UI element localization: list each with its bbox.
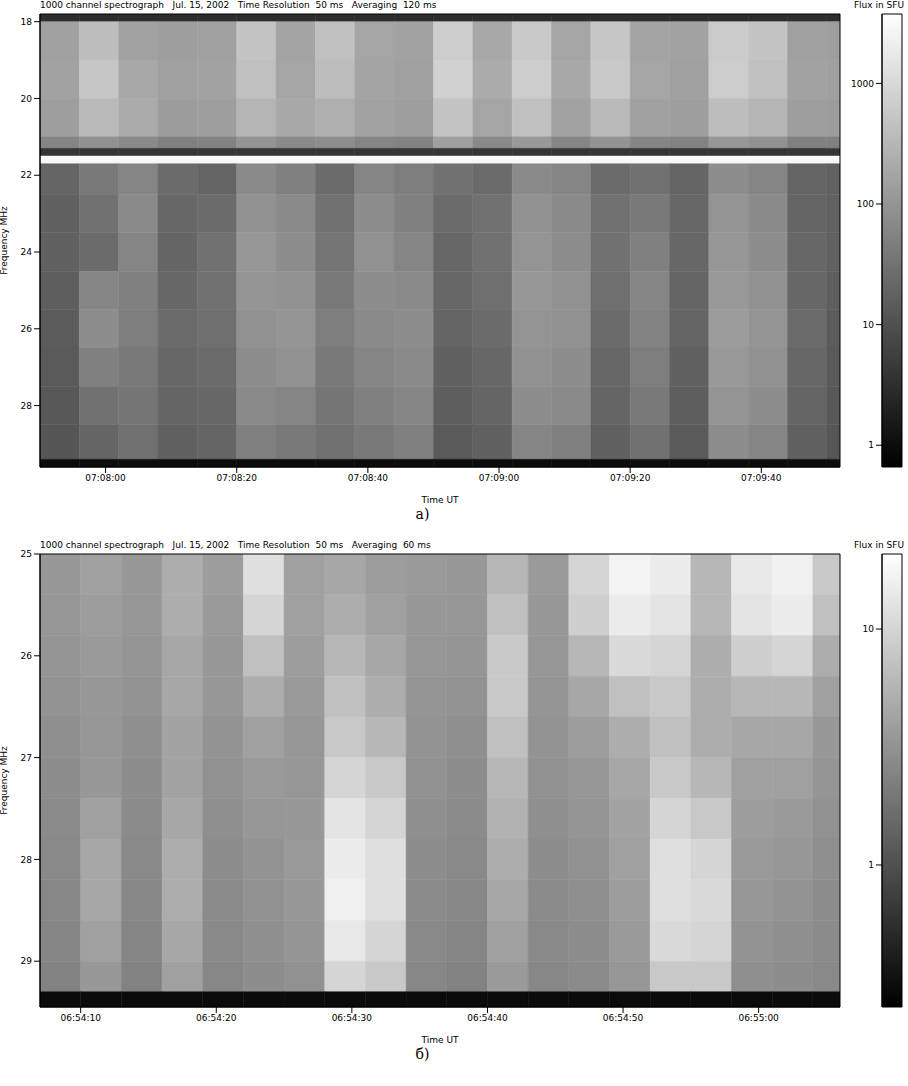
html-text:б): б) — [415, 1046, 430, 1062]
svg-text:06:54:30: 06:54:30 — [332, 1013, 373, 1023]
svg-text:26: 26 — [21, 651, 33, 661]
svg-text:28: 28 — [21, 855, 33, 865]
svg-text:26: 26 — [21, 324, 33, 334]
svg-text:07:09:20: 07:09:20 — [610, 473, 651, 483]
svg-text:20: 20 — [21, 94, 33, 104]
svg-text:06:55:00: 06:55:00 — [738, 1013, 779, 1023]
svg-text:10: 10 — [863, 320, 875, 330]
svg-text:Time UT: Time UT — [421, 1035, 459, 1045]
svg-text:28: 28 — [21, 401, 33, 411]
svg-text:1: 1 — [868, 440, 874, 450]
svg-text:07:09:40: 07:09:40 — [741, 473, 782, 483]
svg-text:1: 1 — [868, 860, 874, 870]
html-text:Flux in SFU: Flux in SFU — [853, 0, 904, 10]
svg-text:07:08:20: 07:08:20 — [217, 473, 258, 483]
svg-text:07:09:00: 07:09:00 — [479, 473, 520, 483]
html-text:1000 channel spectrograph Jul.: 1000 channel spectrograph Jul. 15, 2002 … — [40, 540, 431, 550]
svg-text:1000: 1000 — [851, 79, 874, 89]
svg-text:07:08:00: 07:08:00 — [85, 473, 126, 483]
svg-text:10: 10 — [863, 624, 875, 634]
svg-text:25: 25 — [21, 549, 32, 559]
html-text:Flux in SFU: Flux in SFU — [853, 540, 904, 550]
svg-text:18: 18 — [21, 17, 33, 27]
svg-text:Time UT: Time UT — [421, 495, 459, 505]
html-text:1000 channel spectrograph Jul.: 1000 channel spectrograph Jul. 15, 2002 … — [40, 0, 437, 10]
svg-text:100: 100 — [857, 199, 874, 209]
svg-text:Frequency MHz: Frequency MHz — [0, 206, 9, 275]
svg-text:22: 22 — [21, 170, 32, 180]
svg-text:06:54:20: 06:54:20 — [196, 1013, 237, 1023]
svg-text:27: 27 — [21, 753, 32, 763]
svg-text:07:08:40: 07:08:40 — [348, 473, 389, 483]
svg-text:06:54:40: 06:54:40 — [467, 1013, 508, 1023]
svg-text:29: 29 — [21, 956, 33, 966]
svg-text:06:54:10: 06:54:10 — [60, 1013, 101, 1023]
svg-text:06:54:50: 06:54:50 — [603, 1013, 644, 1023]
svg-text:Frequency MHz: Frequency MHz — [0, 746, 9, 815]
html-text:a): a) — [415, 506, 430, 522]
svg-text:24: 24 — [21, 247, 33, 257]
